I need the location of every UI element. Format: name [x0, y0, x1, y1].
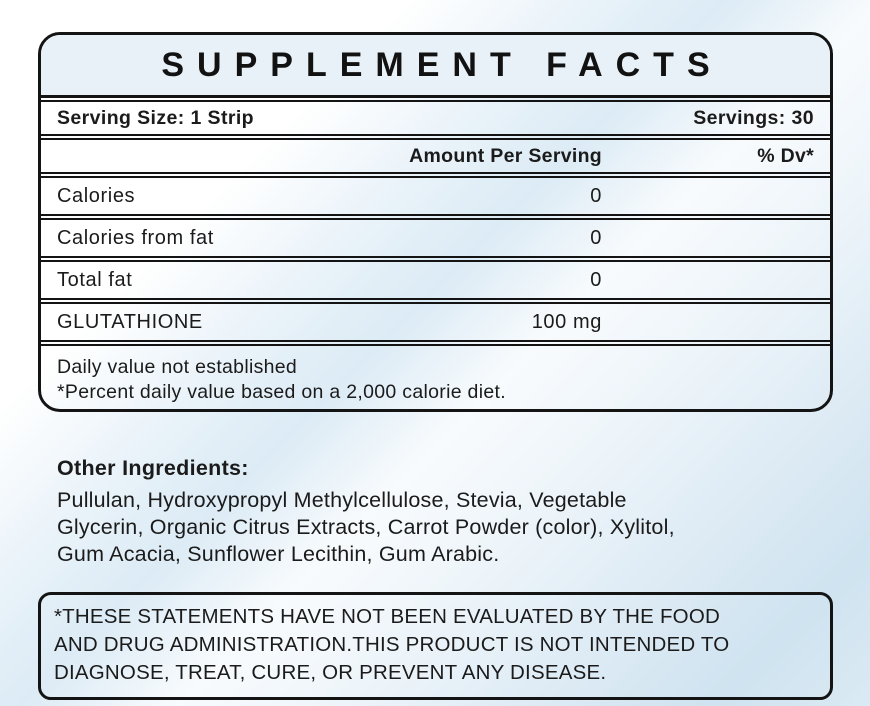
other-ingredients-line: Gum Acacia, Sunflower Lecithin, Gum Arab…	[57, 542, 500, 566]
nutrient-row-calories: Calories 0	[41, 176, 830, 216]
nutrient-amount: 0	[590, 268, 602, 291]
footnote-percent-dv: *Percent daily value based on a 2,000 ca…	[57, 381, 506, 403]
nutrient-name: Calories from fat	[57, 226, 214, 249]
nutrient-amount: 100 mg	[531, 310, 602, 333]
other-ingredients-line: Pullulan, Hydroxypropyl Methylcellulose,…	[57, 488, 627, 512]
serving-size-label: Serving Size: 1 Strip	[57, 106, 254, 129]
fda-disclaimer-line: AND DRUG ADMINISTRATION.THIS PRODUCT IS …	[54, 633, 730, 656]
servings-count: Servings: 30	[693, 106, 814, 129]
nutrient-row-glutathione: GLUTATHIONE 100 mg	[41, 302, 830, 342]
supplement-facts-panel: SUPPLEMENT FACTS Serving Size: 1 Strip S…	[38, 32, 833, 412]
nutrient-amount: 0	[590, 226, 602, 249]
fda-disclaimer-line: *THESE STATEMENTS HAVE NOT BEEN EVALUATE…	[54, 605, 720, 628]
amount-per-serving-header: Amount Per Serving	[409, 144, 602, 167]
footnotes-section: Daily value not established *Percent dai…	[41, 344, 830, 409]
percent-dv-header: % Dv*	[757, 144, 814, 167]
fda-disclaimer-line: DIAGNOSE, TREAT, CURE, OR PREVENT ANY DI…	[54, 661, 607, 684]
nutrient-row-total-fat: Total fat 0	[41, 260, 830, 300]
other-ingredients-section: Other Ingredients: Pullulan, Hydroxyprop…	[57, 456, 813, 568]
nutrient-name: Calories	[57, 184, 136, 207]
nutrient-row-calories-from-fat: Calories from fat 0	[41, 218, 830, 258]
nutrient-name: GLUTATHIONE	[57, 310, 203, 333]
supplement-facts-title: SUPPLEMENT FACTS	[161, 45, 723, 84]
other-ingredients-line: Glycerin, Organic Citrus Extracts, Carro…	[57, 515, 675, 539]
footnote-daily-value: Daily value not established	[57, 356, 298, 378]
nutrient-name: Total fat	[57, 268, 133, 291]
title-band: SUPPLEMENT FACTS	[41, 35, 830, 98]
nutrient-amount: 0	[590, 184, 602, 207]
serving-size-row: Serving Size: 1 Strip Servings: 30	[41, 100, 830, 136]
column-header-row: Amount Per Serving % Dv*	[41, 138, 830, 174]
fda-disclaimer-box: *THESE STATEMENTS HAVE NOT BEEN EVALUATE…	[38, 592, 833, 700]
other-ingredients-heading: Other Ingredients:	[57, 456, 249, 480]
